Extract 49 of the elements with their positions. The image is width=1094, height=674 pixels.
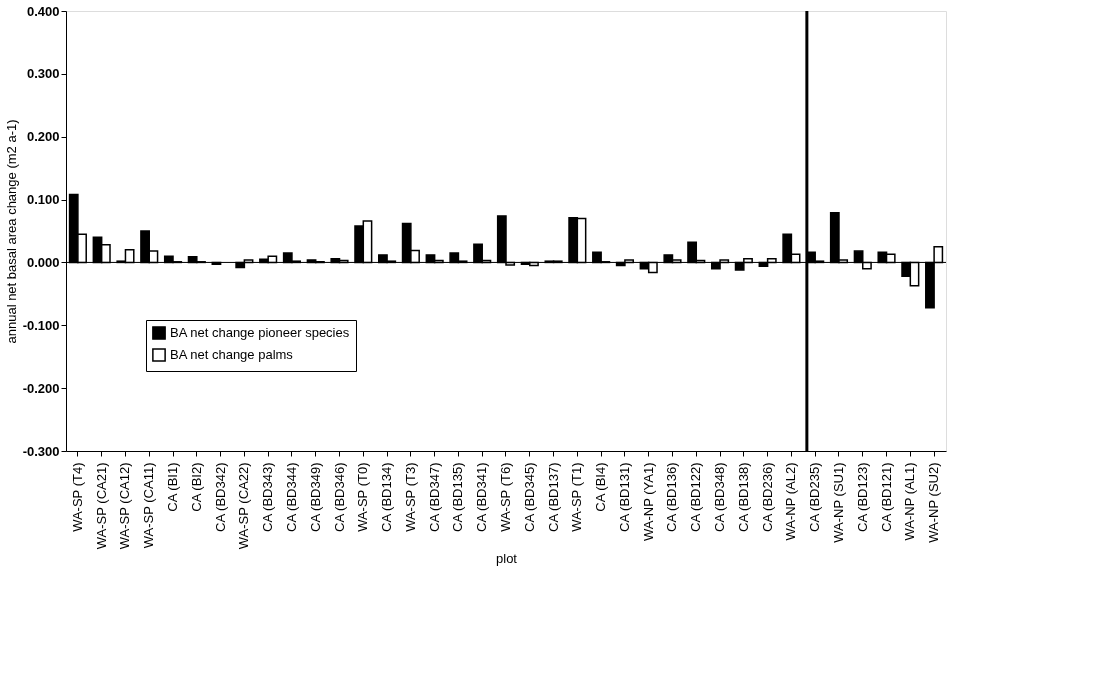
- x-tick-label: CA (BD344): [283, 462, 299, 532]
- x-tick-label: WA-NP (AL1): [902, 462, 918, 541]
- x-tick-label: WA-NP (YA1): [640, 462, 656, 541]
- x-tick-label: CA (BD136): [664, 462, 680, 532]
- x-tick-label: CA (BD137): [545, 462, 561, 532]
- x-tick-label: WA-SP (T6): [498, 462, 513, 532]
- x-tick-label: CA (BD347): [426, 462, 442, 532]
- x-tick-label: CA (BD121): [878, 462, 894, 532]
- x-tick-label: CA (BI2): [188, 462, 204, 512]
- x-tick-label: WA-SP (T1): [569, 462, 585, 532]
- y-tick-label: 0.000: [26, 254, 60, 270]
- x-tick-label: WA-SP (CA22): [236, 462, 252, 550]
- y-tick-label: -0.200: [22, 380, 60, 396]
- x-tick-label: CA (BD348): [712, 462, 728, 532]
- y-tick-label: 0.100: [26, 192, 60, 208]
- x-tick-label: WA-SP (T3): [402, 462, 418, 532]
- x-tick-label: CA (BD123): [854, 462, 870, 532]
- y-tick-label: 0.400: [26, 3, 60, 19]
- x-tick-label: CA (BD345): [521, 462, 537, 532]
- x-tick-label: CA (BD346): [331, 462, 347, 532]
- x-tick-label: CA (BI1): [165, 462, 181, 512]
- legend-label: BA net change pioneer species: [170, 325, 350, 340]
- x-tick-label: CA (BD341): [474, 462, 490, 532]
- y-tick-label: 0.200: [26, 129, 60, 145]
- x-tick-label: CA (BD138): [735, 462, 751, 532]
- x-tick-label: WA-SP (CA21): [93, 462, 109, 550]
- x-tick-label: CA (BD131): [616, 462, 632, 532]
- x-tick-label: WA-SP (CA11): [141, 462, 157, 549]
- x-tick-label: WA-NP (AL2): [783, 462, 799, 541]
- x-tick-label: CA (BI4): [593, 462, 609, 512]
- x-tick-label: CA (BD134): [379, 462, 395, 532]
- x-tick-label: CA (BD122): [688, 462, 704, 532]
- y-axis-title: annual net basal area change (m2 a-1): [3, 119, 19, 344]
- x-tick-label: WA-SP (T0): [355, 462, 371, 532]
- x-tick-label: CA (BD349): [307, 462, 323, 532]
- x-axis-title: plot: [496, 551, 518, 567]
- x-tick-label: CA (BD235): [807, 462, 823, 532]
- y-tick-label: 0.300: [26, 66, 60, 82]
- y-tick-label: -0.300: [22, 443, 60, 459]
- x-tick-label: WA-NP (SU1): [830, 462, 846, 543]
- x-tick-label: CA (BD236): [759, 462, 775, 532]
- x-tick-label: WA-SP (CA12): [117, 462, 133, 550]
- x-tick-label: WA-NP (SU2): [926, 462, 942, 543]
- y-tick-label: -0.100: [22, 317, 60, 333]
- x-tick-label: CA (BD342): [212, 462, 228, 532]
- x-tick-label: CA (BD135): [450, 462, 466, 532]
- x-tick-label: CA (BD343): [260, 462, 276, 532]
- x-tick-label: WA-SP (T4): [69, 462, 85, 532]
- legend-label: BA net change palms: [170, 347, 294, 362]
